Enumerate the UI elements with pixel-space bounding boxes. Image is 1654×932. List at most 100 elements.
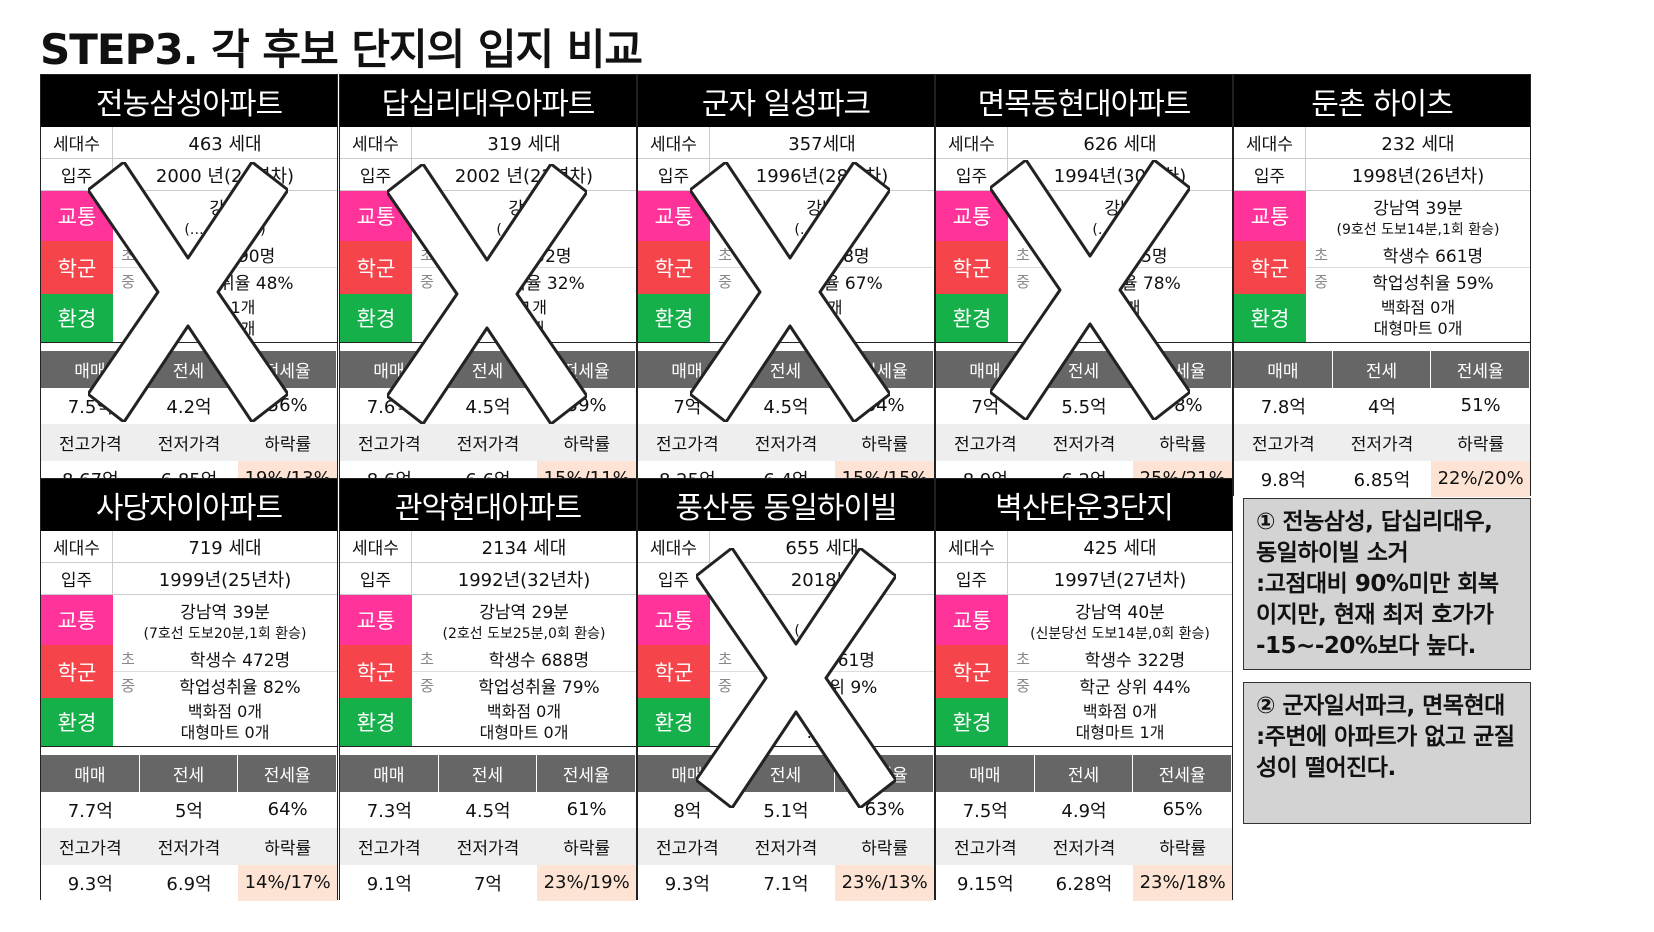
drop-rate-header: 하락률 bbox=[1133, 424, 1232, 461]
environment-label: 환경 bbox=[41, 294, 113, 342]
environment-row: 환경 … 1개 …1개 bbox=[340, 294, 636, 342]
school-row: 학군 초 …052명 중 …취율 32% bbox=[340, 241, 636, 294]
sale-header: 매매 bbox=[340, 351, 439, 388]
move-in-value: 2002 년(22년차) bbox=[454, 165, 594, 187]
environment-label: 환경 bbox=[1234, 294, 1306, 342]
elementary-value: … 290명 bbox=[204, 246, 276, 267]
jeonse-value: 5억 bbox=[139, 791, 239, 828]
environment-label: 환경 bbox=[638, 698, 710, 746]
school-row: 학군 초 학생수 688명 중 학업성취율 79% bbox=[340, 645, 636, 698]
jeonse-ratio-value: 59% bbox=[537, 387, 636, 424]
peak-price-value: 9.3억 bbox=[638, 864, 737, 901]
note-1-heading: ① 전농삼성, 답십리대우, 동일하이빌 소거 bbox=[1256, 509, 1493, 566]
households-label: 세대수 bbox=[41, 531, 113, 562]
jeonse-header: 전세 bbox=[438, 755, 538, 792]
jeonse-ratio-header: 전세율 bbox=[238, 755, 337, 792]
environment-row: 환경 백화점 0개 대형마트 0개 bbox=[41, 698, 337, 746]
department-store-value: … 1개 bbox=[501, 298, 547, 317]
households-label: 세대수 bbox=[638, 531, 710, 562]
move-in-label: 입주 bbox=[41, 563, 113, 594]
page-title: STEP3. 각 후보 단지의 입지 비교 bbox=[40, 25, 643, 74]
move-in-row: 입주 1998년(26년차) bbox=[1234, 159, 1530, 191]
middle-label: 중 bbox=[718, 272, 732, 291]
divider bbox=[1234, 342, 1530, 351]
complex-name: 사당자이아파트 bbox=[41, 479, 337, 531]
jeonse-ratio-value: 65% bbox=[1133, 791, 1232, 828]
sale-header: 매매 bbox=[638, 755, 737, 792]
divider bbox=[340, 746, 636, 755]
low-price-value: 6.28억 bbox=[1034, 864, 1134, 901]
traffic-time: 강남역 40분 bbox=[1075, 602, 1165, 623]
drop-rate-value: 14%/17% bbox=[238, 864, 337, 901]
low-price-header: 전저가격 bbox=[1332, 424, 1432, 461]
middle-value: …상위 9% bbox=[796, 677, 878, 698]
jeonse-ratio-header: 전세율 bbox=[238, 351, 337, 388]
sale-header: 매매 bbox=[638, 351, 737, 388]
middle-value: …취율 78% bbox=[1089, 273, 1181, 294]
traffic-row: 교통 강남 (… 1회 환승) bbox=[41, 191, 337, 241]
department-store-value: …개 bbox=[806, 702, 838, 721]
elementary-value: 학생수 322명 bbox=[1084, 650, 1186, 671]
low-price-value: 6.9억 bbox=[139, 864, 239, 901]
department-store-value: 백화점 0개 bbox=[187, 702, 263, 721]
sale-value: 7.8억 bbox=[1234, 387, 1333, 424]
school-row: 학군 초 학생수 322명 중 학군 상위 44% bbox=[936, 645, 1232, 698]
divider bbox=[340, 342, 636, 351]
complex-name: 벽산타운3단지 bbox=[936, 479, 1232, 531]
middle-value: 학업성취율 82% bbox=[179, 677, 301, 698]
elementary-label: 초 bbox=[121, 245, 135, 264]
sale-header: 매매 bbox=[936, 351, 1035, 388]
traffic-time: 강남 bbox=[1104, 198, 1136, 219]
households-value: 463 세대 bbox=[188, 133, 262, 155]
department-store-value: …0개 bbox=[1099, 298, 1141, 317]
environment-label: 환경 bbox=[41, 698, 113, 746]
drop-rate-header: 하락률 bbox=[1133, 828, 1232, 865]
price-table: 매매 전세 전세율 7.7억 5억 64% 전고가격 전저가격 하락률 9.3억 6.9억 14%/1… bbox=[41, 755, 337, 901]
middle-value: 학업성취율 59% bbox=[1372, 273, 1494, 294]
jeonse-header: 전세 bbox=[139, 351, 239, 388]
peak-price-header: 전고가격 bbox=[936, 828, 1035, 865]
drop-rate-value: 23%/18% bbox=[1133, 864, 1232, 901]
sale-header: 매매 bbox=[1234, 351, 1333, 388]
drop-rate-header: 하락률 bbox=[537, 828, 636, 865]
elementary-label: 초 bbox=[1016, 245, 1030, 264]
households-row: 세대수 626 세대 bbox=[936, 127, 1232, 159]
households-row: 세대수 2134 세대 bbox=[340, 531, 636, 563]
traffic-row: 교통 강남역 40분 (신분당선 도보14분,0회 환승) bbox=[936, 595, 1232, 645]
jeonse-ratio-value: 64% bbox=[835, 387, 934, 424]
jeonse-value: 4.5억 bbox=[736, 387, 836, 424]
environment-label: 환경 bbox=[936, 294, 1008, 342]
school-label: 학군 bbox=[1234, 241, 1306, 294]
peak-price-value: 9.1억 bbox=[340, 864, 439, 901]
traffic-row: 교통 … (… 환승) bbox=[638, 595, 934, 645]
traffic-row: 교통 강남역 29분 (2호선 도보25분,0회 환승) bbox=[340, 595, 636, 645]
note-1-body: :고점대비 90%미만 회복이지만, 현재 최저 호가가 -15~-20%보다 … bbox=[1256, 571, 1499, 659]
note-1: ① 전농삼성, 답십리대우, 동일하이빌 소거 :고점대비 90%미만 회복이지… bbox=[1243, 498, 1531, 670]
peak-price-value: 9.3억 bbox=[41, 864, 140, 901]
traffic-detail: (2호선 도보25분,0회 환승) bbox=[442, 625, 606, 642]
move-in-label: 입주 bbox=[340, 563, 412, 594]
school-label: 학군 bbox=[936, 645, 1008, 698]
traffic-detail: (7호선 도보20분,1회 환승) bbox=[143, 625, 307, 642]
drop-rate-header: 하락률 bbox=[835, 424, 934, 461]
move-in-label: 입주 bbox=[936, 563, 1008, 594]
move-in-value: 1992년(32년차) bbox=[457, 569, 591, 591]
households-value: 319 세대 bbox=[487, 133, 561, 155]
jeonse-ratio-header: 전세율 bbox=[1133, 351, 1232, 388]
environment-row: 환경 백화점 0개 대형마트 1개 bbox=[936, 698, 1232, 746]
drop-rate-value: 22%/20% bbox=[1431, 460, 1530, 497]
environment-label: 환경 bbox=[936, 698, 1008, 746]
note-2: ② 군자일서파크, 면목현대 :주변에 아파트가 없고 균질성이 떨어진다. bbox=[1243, 682, 1531, 824]
peak-price-header: 전고가격 bbox=[41, 828, 140, 865]
households-value: 626 세대 bbox=[1083, 133, 1157, 155]
move-in-label: 입주 bbox=[638, 563, 710, 594]
jeonse-ratio-value: 51% bbox=[1431, 387, 1530, 424]
middle-label: 중 bbox=[420, 272, 434, 291]
price-table: 매매 전세 전세율 7.8억 4억 51% 전고가격 전저가격 하락률 9.8억 6.85억 22%/… bbox=[1234, 351, 1530, 497]
middle-value: …취율 67% bbox=[791, 273, 883, 294]
low-price-header: 전저가격 bbox=[438, 828, 538, 865]
price-table: 매매전세전세율7.6억4.5억59%전고가격전저가격하락률8.6억6.6억15%… bbox=[340, 351, 636, 497]
move-in-row: 입주 2000 년(24년차) bbox=[41, 159, 337, 191]
mart-value: …1개 bbox=[503, 319, 545, 338]
school-label: 학군 bbox=[638, 645, 710, 698]
